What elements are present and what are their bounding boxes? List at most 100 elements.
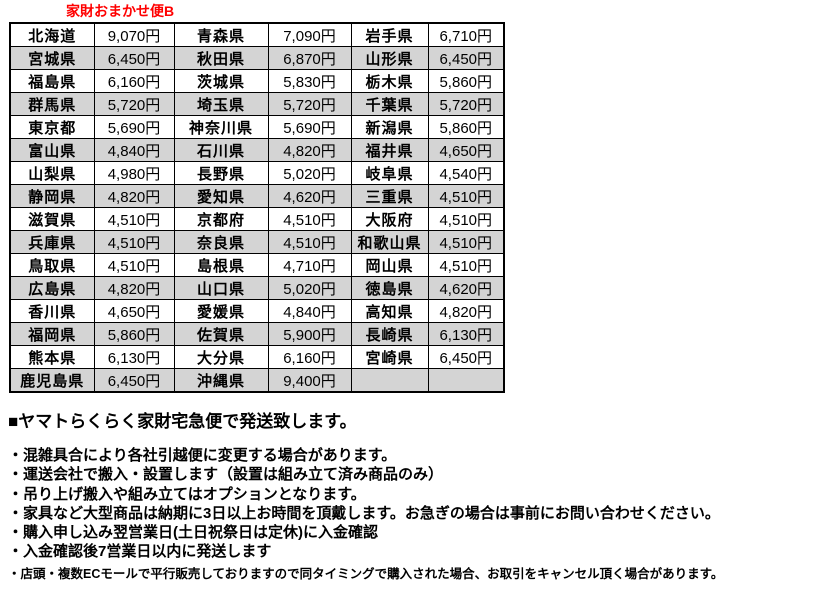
- prefecture-cell: [350, 368, 429, 393]
- price-cell: 4,510円: [267, 207, 352, 231]
- price-cell: 6,130円: [427, 322, 505, 346]
- price-cell: 4,820円: [427, 299, 505, 323]
- price-cell: 5,690円: [93, 115, 175, 139]
- price-cell: 4,510円: [427, 253, 505, 277]
- price-cell: 4,820円: [267, 138, 352, 162]
- price-cell: 4,510円: [93, 230, 175, 254]
- price-cell: 5,900円: [267, 322, 352, 346]
- shipping-note-item: ・吊り上げ搬入や組み立てはオプションとなります。: [8, 485, 366, 503]
- price-cell: 4,710円: [267, 253, 352, 277]
- price-cell: 6,870円: [267, 46, 352, 70]
- price-cell: 4,840円: [93, 138, 175, 162]
- prefecture-cell: 富山県: [9, 138, 95, 162]
- prefecture-cell: 鳥取県: [9, 253, 95, 277]
- prefecture-cell: 大阪府: [350, 207, 429, 231]
- price-cell: 5,690円: [267, 115, 352, 139]
- price-cell: 5,720円: [267, 92, 352, 116]
- table-row: 広島県 4,820円 山口県 5,020円 徳島県 4,620円: [9, 276, 505, 300]
- prefecture-cell: 奈良県: [173, 230, 269, 254]
- table-row: 鳥取県 4,510円 島根県 4,710円 岡山県 4,510円: [9, 253, 505, 277]
- price-cell: 5,860円: [93, 322, 175, 346]
- prefecture-cell: 徳島県: [350, 276, 429, 300]
- price-cell: 6,450円: [427, 345, 505, 369]
- shipping-price-table: 北海道 9,070円 青森県 7,090円 岩手県 6,710円 宮城県 6,450円 秋田県 6…: [9, 22, 505, 393]
- prefecture-cell: 香川県: [9, 299, 95, 323]
- price-cell: 4,840円: [267, 299, 352, 323]
- shipping-notes: ■ヤマトらくらく家財宅急便で発送致します。 ・混雑具合により各社引越便に変更する…: [8, 412, 818, 582]
- prefecture-cell: 岐阜県: [350, 161, 429, 185]
- prefecture-cell: 北海道: [9, 22, 95, 47]
- price-cell: 9,070円: [93, 22, 175, 47]
- table-row: 北海道 9,070円 青森県 7,090円 岩手県 6,710円: [9, 22, 505, 47]
- prefecture-cell: 島根県: [173, 253, 269, 277]
- price-cell: 5,830円: [267, 69, 352, 93]
- prefecture-cell: 京都府: [173, 207, 269, 231]
- table-row: 群馬県 5,720円 埼玉県 5,720円 千葉県 5,720円: [9, 92, 505, 116]
- price-cell: 4,620円: [427, 276, 505, 300]
- shipping-note-item: ・購入申し込み翌営業日(土日祝祭日は定休)に入金確認: [8, 524, 378, 542]
- shipping-note-item: ・運送会社で搬入・設置します（設置は組み立て済み商品のみ）: [8, 466, 444, 484]
- shipping-method-heading: ■ヤマトらくらく家財宅急便で発送致します。: [8, 412, 357, 431]
- price-cell: 7,090円: [267, 22, 352, 47]
- price-cell: 6,710円: [427, 22, 505, 47]
- table-row: 香川県 4,650円 愛媛県 4,840円 高知県 4,820円: [9, 299, 505, 323]
- price-cell: 6,160円: [93, 69, 175, 93]
- price-cell: 6,130円: [93, 345, 175, 369]
- price-cell: 6,450円: [93, 368, 175, 393]
- prefecture-cell: 千葉県: [350, 92, 429, 116]
- prefecture-cell: 佐賀県: [173, 322, 269, 346]
- prefecture-cell: 山形県: [350, 46, 429, 70]
- price-cell: 4,510円: [427, 230, 505, 254]
- table-row: 静岡県 4,820円 愛知県 4,620円 三重県 4,510円: [9, 184, 505, 208]
- price-cell: 4,510円: [93, 207, 175, 231]
- table-row: 東京都 5,690円 神奈川県 5,690円 新潟県 5,860円: [9, 115, 505, 139]
- prefecture-cell: 広島県: [9, 276, 95, 300]
- prefecture-cell: 高知県: [350, 299, 429, 323]
- shipping-note-list: ・混雑具合により各社引越便に変更する場合があります。 ・運送会社で搬入・設置します…: [8, 446, 818, 562]
- prefecture-cell: 茨城県: [173, 69, 269, 93]
- table-row: 福岡県 5,860円 佐賀県 5,900円 長崎県 6,130円: [9, 322, 505, 346]
- price-cell: 6,450円: [93, 46, 175, 70]
- shipping-note-item: ・入金確認後7営業日以内に発送します: [8, 543, 272, 561]
- price-cell: 5,020円: [267, 161, 352, 185]
- prefecture-cell: 青森県: [173, 22, 269, 47]
- price-cell: 6,160円: [267, 345, 352, 369]
- price-cell: 4,510円: [267, 230, 352, 254]
- prefecture-cell: 岡山県: [350, 253, 429, 277]
- prefecture-cell: 長崎県: [350, 322, 429, 346]
- prefecture-cell: 福岡県: [9, 322, 95, 346]
- prefecture-cell: 群馬県: [9, 92, 95, 116]
- price-cell: 4,620円: [267, 184, 352, 208]
- prefecture-cell: 三重県: [350, 184, 429, 208]
- prefecture-cell: 静岡県: [9, 184, 95, 208]
- prefecture-cell: 愛媛県: [173, 299, 269, 323]
- price-cell: 4,540円: [427, 161, 505, 185]
- price-cell: 4,820円: [93, 184, 175, 208]
- prefecture-cell: 和歌山県: [350, 230, 429, 254]
- price-cell: [427, 368, 505, 393]
- price-cell: 4,510円: [427, 207, 505, 231]
- prefecture-cell: 埼玉県: [173, 92, 269, 116]
- price-cell: 4,820円: [93, 276, 175, 300]
- prefecture-cell: 山梨県: [9, 161, 95, 185]
- price-cell: 5,720円: [427, 92, 505, 116]
- table-row: 滋賀県 4,510円 京都府 4,510円 大阪府 4,510円: [9, 207, 505, 231]
- prefecture-cell: 秋田県: [173, 46, 269, 70]
- table-title: 家財おまかせ便B: [66, 3, 175, 19]
- prefecture-cell: 兵庫県: [9, 230, 95, 254]
- prefecture-cell: 岩手県: [350, 22, 429, 47]
- price-cell: 4,650円: [427, 138, 505, 162]
- prefecture-cell: 大分県: [173, 345, 269, 369]
- table-row: 兵庫県 4,510円 奈良県 4,510円 和歌山県 4,510円: [9, 230, 505, 254]
- prefecture-cell: 鹿児島県: [9, 368, 95, 393]
- shipping-note-item: ・家具など大型商品は納期に3日以上お時間を頂戴します。お急ぎの場合は事前にお問い…: [8, 504, 720, 522]
- prefecture-cell: 熊本県: [9, 345, 95, 369]
- parallel-sale-footnote: ・店頭・複数ECモールで平行販売しておりますので同タイミングで購入された場合、お…: [8, 566, 724, 581]
- prefecture-cell: 滋賀県: [9, 207, 95, 231]
- table-row: 福島県 6,160円 茨城県 5,830円 栃木県 5,860円: [9, 69, 505, 93]
- table-row: 熊本県 6,130円 大分県 6,160円 宮崎県 6,450円: [9, 345, 505, 369]
- prefecture-cell: 宮城県: [9, 46, 95, 70]
- prefecture-cell: 宮崎県: [350, 345, 429, 369]
- price-cell: 9,400円: [267, 368, 352, 393]
